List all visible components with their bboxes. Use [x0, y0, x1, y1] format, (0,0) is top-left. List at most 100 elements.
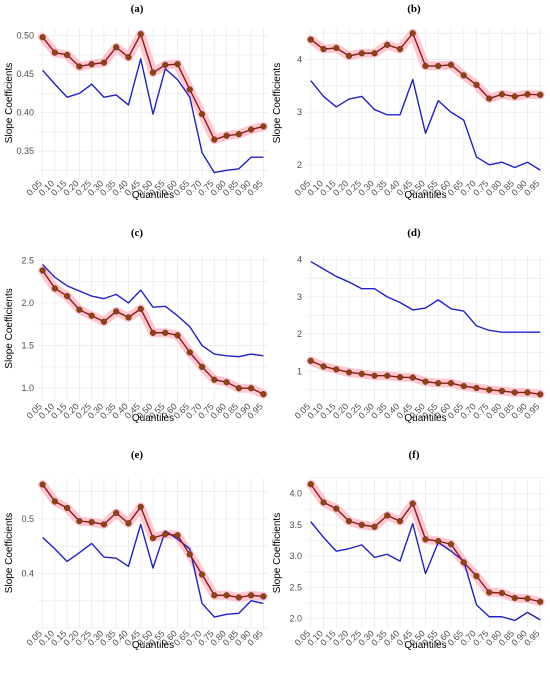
y-tick-label: 2: [297, 329, 302, 339]
x-tick-label: 0.95: [522, 178, 541, 197]
y-axis-title: Slope Coefficients: [272, 513, 283, 593]
chart-panel-c: 1.01.52.02.50.050.100.150.200.250.300.35…: [4, 227, 268, 424]
data-point-quantile: [307, 481, 314, 488]
data-point-quantile: [498, 387, 506, 395]
data-point-quantile: [486, 386, 493, 393]
y-tick-label: 1.5: [21, 341, 34, 351]
data-point-quantile: [435, 62, 442, 69]
data-point-quantile: [186, 551, 193, 558]
data-point-quantile: [88, 519, 95, 526]
x-axis-title: Quantiles: [132, 640, 174, 651]
data-point-quantile: [223, 132, 230, 139]
data-point-quantile: [447, 380, 455, 387]
data-point-quantile: [88, 61, 95, 68]
grid: [306, 477, 545, 628]
data-point-quantile: [498, 91, 506, 98]
data-point-quantile: [320, 45, 327, 53]
data-point-quantile: [333, 505, 340, 512]
chart-panel-b: 2340.050.100.150.200.250.300.350.400.450…: [272, 3, 545, 201]
chart-panel-a: 0.350.400.450.500.050.100.150.200.250.30…: [4, 3, 268, 201]
data-point-quantile: [113, 308, 120, 315]
data-point-quantile: [537, 598, 544, 605]
panel-label: (b): [407, 3, 421, 15]
data-point-quantile: [51, 498, 58, 505]
data-point-quantile: [137, 31, 144, 38]
data-point-quantile: [149, 329, 157, 336]
data-point-quantile: [76, 517, 83, 525]
y-tick-label: 0.5: [21, 514, 34, 524]
y-tick-label: 1: [297, 366, 302, 376]
data-point-quantile: [260, 391, 267, 398]
data-point-quantile: [100, 521, 108, 528]
data-point-quantile: [235, 131, 242, 138]
data-point-quantile: [358, 521, 365, 528]
data-point-quantile: [125, 520, 132, 527]
data-point-quantile: [76, 306, 83, 313]
y-tick-label: 4: [297, 55, 302, 65]
data-point-quantile: [174, 332, 181, 339]
data-point-quantile: [345, 369, 353, 376]
x-tick-label: 0.95: [522, 628, 541, 647]
y-tick-label: 0.4: [21, 568, 34, 578]
data-point-quantile: [396, 374, 404, 381]
y-tick-label: 0.35: [16, 146, 34, 156]
data-point-quantile: [198, 111, 206, 118]
data-point-quantile: [125, 314, 132, 321]
data-point-quantile: [162, 531, 169, 538]
data-point-quantile: [64, 292, 71, 300]
data-point-quantile: [100, 59, 108, 66]
data-point-quantile: [113, 44, 120, 51]
y-tick-label: 3: [297, 107, 302, 117]
data-point-quantile: [371, 50, 378, 57]
data-point-quantile: [186, 349, 193, 356]
data-point-quantile: [333, 366, 340, 373]
data-point-quantile: [88, 312, 95, 319]
data-point-quantile: [307, 36, 314, 43]
data-point-quantile: [198, 363, 206, 370]
data-point-quantile: [248, 126, 255, 133]
y-tick-label: 3: [297, 292, 302, 302]
data-point-quantile: [333, 44, 340, 52]
data-point-quantile: [248, 592, 255, 599]
data-point-quantile: [524, 595, 531, 602]
data-point-quantile: [100, 318, 108, 325]
data-point-quantile: [460, 383, 467, 390]
grid: [306, 28, 545, 178]
data-point-quantile: [486, 589, 493, 596]
series-line-ols: [310, 260, 541, 333]
y-axis-title: Slope Coefficients: [4, 63, 15, 143]
data-point-quantile: [473, 384, 480, 392]
data-point-quantile: [447, 541, 455, 548]
data-point-quantile: [186, 86, 193, 93]
data-point-quantile: [39, 481, 46, 488]
y-tick-label: 2.0: [289, 614, 302, 624]
x-axis-title: Quantiles: [404, 190, 446, 201]
series-line-ols: [42, 58, 264, 174]
data-point-quantile: [39, 34, 46, 41]
panel-label: (d): [407, 227, 421, 239]
x-axis-title: Quantiles: [132, 190, 174, 201]
data-point-quantile: [511, 93, 518, 100]
data-point-quantile: [260, 123, 267, 130]
data-point-quantile: [435, 380, 442, 387]
y-tick-label: 4: [297, 255, 302, 265]
data-point-quantile: [537, 391, 544, 398]
data-point-quantile: [51, 285, 58, 292]
chart-panel-e: 0.40.50.050.100.150.200.250.300.350.400.…: [4, 449, 268, 651]
y-axis-title: Slope Coefficients: [4, 288, 15, 368]
series-line-ols: [310, 78, 541, 171]
data-point-quantile: [51, 49, 58, 56]
y-tick-label: 2.0: [21, 298, 34, 308]
data-point-quantile: [371, 523, 378, 530]
data-point-quantile: [76, 63, 83, 70]
data-point-quantile: [223, 379, 230, 386]
chart-panel-d: 12340.050.100.150.200.250.300.350.400.45…: [293, 227, 545, 424]
data-point-quantile: [137, 305, 144, 312]
data-point-quantile: [384, 372, 391, 379]
data-point-quantile: [384, 512, 391, 519]
data-point-quantile: [223, 592, 230, 599]
data-point-quantile: [174, 61, 181, 68]
data-point-quantile: [460, 72, 467, 79]
data-point-quantile: [162, 61, 169, 69]
